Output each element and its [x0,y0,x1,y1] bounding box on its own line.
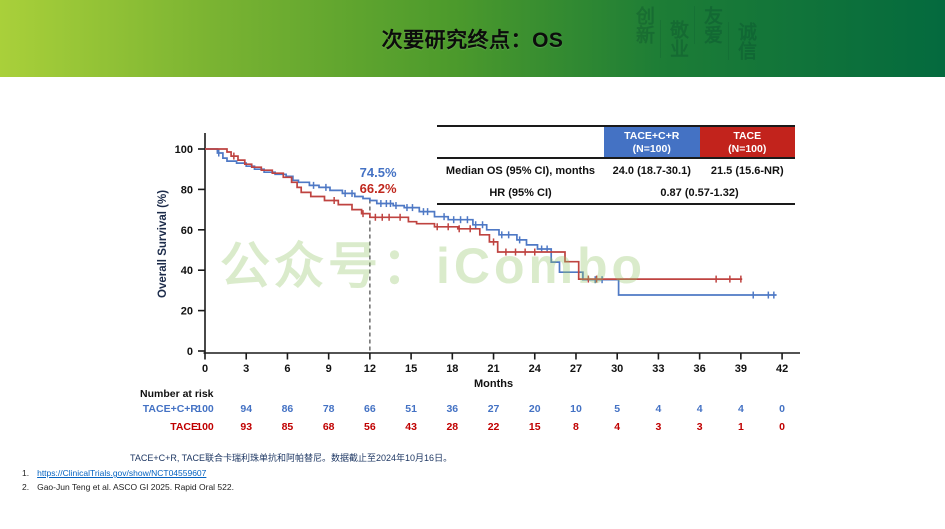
nar-value: 94 [240,403,253,415]
x-tick-label: 18 [446,363,458,375]
nar-value: 3 [696,421,703,433]
nar-value: 93 [240,421,253,433]
clinicaltrials-link[interactable]: https://ClinicalTrials.gov/show/NCT04559… [37,468,207,478]
number-at-risk-title: Number at risk [140,388,214,400]
slide-header: 次要研究终点：OS 创新 敬业 友爱 诚信 [0,0,945,77]
header-calligraphy-watermark: 创新 敬业 友爱 诚信 [627,6,762,72]
x-tick-label: 3 [243,363,249,375]
os-results-table: TACE+C+R (N=100) TACE (N=100) Median OS … [437,125,795,206]
reference-item: 1. https://ClinicalTrials.gov/show/NCT04… [22,467,234,481]
nar-value: 3 [655,421,662,433]
table-row-median-os: Median OS (95% CI), months 24.0 (18.7-30… [437,159,795,182]
row-label: HR (95% CI) [489,186,552,199]
nar-value: 8 [573,421,579,433]
nar-value: 86 [281,403,294,415]
arm-n: (N=100) [632,142,671,155]
x-tick-label: 24 [529,363,542,375]
y-tick-label: 80 [181,184,193,196]
x-tick-label: 30 [611,363,623,375]
nar-value: 15 [528,421,541,433]
nar-value: 56 [364,421,376,433]
os-rate-label-blue: 74.5% [360,165,397,180]
reference-item: 2. Gao-Jun Teng et al. ASCO GI 2025. Rap… [22,481,234,495]
reference-number: 2. [22,481,30,492]
table-row-hr: HR (95% CI) 0.87 (0.57-1.32) [437,182,795,206]
nar-value: 5 [614,403,621,415]
nar-row-tace: TACE 100 93 85 68 56 43 28 22 15 8 4 3 3 1 0 [140,421,805,436]
watermark-column: 创新 [633,6,654,44]
y-tick-label: 40 [181,265,193,277]
nar-value: 4 [737,403,744,415]
arm-header-tace: TACE (N=100) [699,127,795,158]
x-tick-label: 36 [694,363,706,375]
nar-value: 36 [446,403,459,415]
nar-value: 28 [446,421,459,433]
nar-row-label: TACE [170,421,198,433]
y-tick-label: 100 [175,144,193,156]
x-tick-label: 9 [326,363,332,375]
nar-value: 4 [696,403,703,415]
y-axis-title: Overall Survival (%) [157,190,169,298]
watermark-column: 友爱 [694,6,728,44]
os-rate-label-red: 66.2% [360,181,397,196]
hr-value: 0.87 (0.57-1.32) [660,186,739,199]
nar-value: 22 [487,421,500,433]
x-tick-label: 27 [570,363,582,375]
x-tick-label: 15 [405,363,417,375]
os-table-header-spacer [437,127,604,157]
number-at-risk: Number at risk TACE+C+R 100 94 86 78 66 51 36 27… [140,388,805,436]
nar-value: 78 [322,403,335,415]
row-label: Median OS (95% CI), months [445,164,596,177]
nar-value: 4 [655,403,662,415]
watermark-column: 诚信 [728,22,762,60]
x-tick-label: 21 [487,363,499,375]
y-tick-label: 20 [181,306,193,318]
nar-value: 100 [196,421,214,433]
y-tick-label: 60 [181,225,193,237]
x-tick-label: 12 [364,363,376,375]
x-tick-label: 0 [202,363,208,375]
nar-value: 0 [779,403,785,415]
x-tick-label: 6 [284,363,290,375]
median-os-tace-c-r: 24.0 (18.7-30.1) [612,164,691,177]
nar-value: 20 [528,403,541,415]
nar-value: 66 [364,403,376,415]
nar-value: 10 [570,403,582,415]
nar-row-label: TACE+C+R [142,403,198,415]
arm-header-tace-c-r: TACE+C+R (N=100) [604,127,700,158]
nar-value: 100 [196,403,214,415]
km-curve-TACE [205,148,743,280]
nar-value: 1 [737,421,744,433]
nar-value: 0 [779,421,785,433]
arm-n: (N=100) [728,142,767,155]
arm-label: TACE [733,130,762,142]
os-table-header-row: TACE+C+R (N=100) TACE (N=100) [437,127,795,160]
x-tick-label: 33 [652,363,664,375]
nar-value: 51 [405,403,417,415]
nar-value: 4 [614,421,621,433]
watermark-column: 敬业 [660,20,694,58]
nar-row-tace-c-r: TACE+C+R 100 94 86 78 66 51 36 27 20 10 5 4 4 4 0 [140,403,805,418]
x-tick-label: 42 [776,363,788,375]
reference-text: Gao-Jun Teng et al. ASCO GI 2025. Rapid … [37,481,234,492]
abbreviation-footnote: TACE+C+R, TACE联合卡瑞利珠单抗和阿帕替尼。数据截止至2024年10… [130,453,453,463]
nar-value: 27 [487,403,500,415]
y-tick-label: 0 [187,346,193,358]
km-figure: 0 20 40 60 80 100 0 3 6 9 12 15 18 21 24 27 30 33 36 39 42 Ov… [130,100,805,480]
x-axis-title: Months [474,378,513,390]
nar-value: 85 [281,421,294,433]
arm-label: TACE+C+R [624,130,680,142]
reference-number: 1. [22,468,30,478]
nar-value: 43 [405,421,417,433]
median-os-tace: 21.5 (15.6-NR) [710,164,784,177]
references: 1. https://ClinicalTrials.gov/show/NCT04… [22,467,234,494]
page-title: 次要研究终点：OS [381,28,564,52]
x-tick-label: 39 [735,363,747,375]
nar-value: 68 [322,421,335,433]
